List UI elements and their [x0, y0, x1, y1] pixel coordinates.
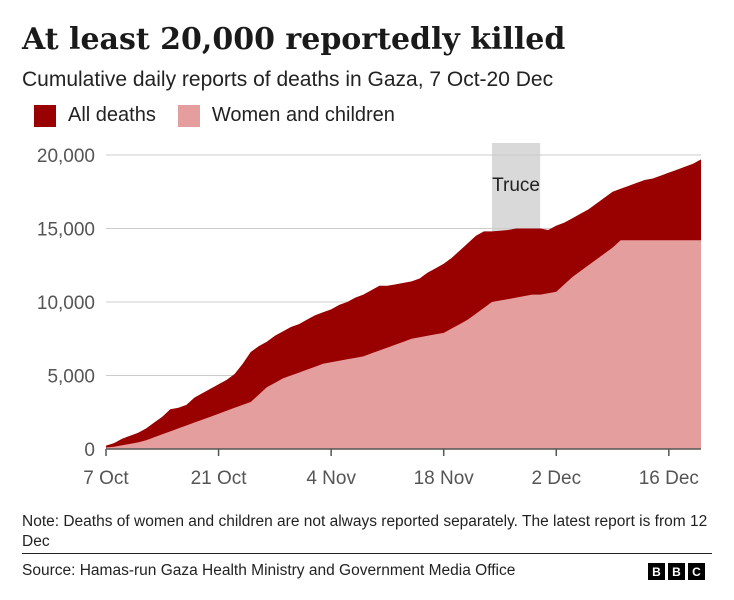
- y-tick-label: 10,000: [37, 293, 95, 314]
- footer-divider: [22, 553, 712, 554]
- legend-swatch-all-deaths: [34, 104, 56, 127]
- y-tick-label: 20,000: [37, 146, 95, 167]
- chart-subtitle: Cumulative daily reports of deaths in Ga…: [22, 68, 554, 91]
- x-tick-label: 2 Dec: [531, 468, 581, 489]
- bbc-logo-block: B: [668, 563, 685, 580]
- x-tick-label: 4 Nov: [306, 468, 356, 489]
- truce-label: Truce: [492, 175, 540, 196]
- x-tick-label: 21 Oct: [191, 468, 248, 489]
- legend: All deaths Women and children: [34, 104, 417, 127]
- x-tick-label: 18 Nov: [414, 468, 475, 489]
- legend-label-women-children: Women and children: [211, 104, 395, 126]
- area-women-children: [106, 240, 701, 449]
- chart-title: At least 20,000 reportedly killed: [22, 22, 566, 57]
- y-tick-label: 5,000: [47, 367, 95, 388]
- y-tick-label: 0: [84, 440, 95, 461]
- source-text: Source: Hamas-run Gaza Health Ministry a…: [22, 562, 516, 579]
- bbc-logo-block: B: [648, 563, 665, 580]
- legend-item-all-deaths: All deaths: [34, 104, 156, 127]
- legend-label-all-deaths: All deaths: [68, 104, 156, 126]
- legend-swatch-women-children: [177, 104, 200, 127]
- bbc-logo: B B C: [648, 563, 705, 580]
- x-tick-label: 7 Oct: [83, 468, 129, 489]
- legend-item-women-children: Women and children: [177, 104, 395, 127]
- bbc-logo-block: C: [688, 563, 705, 580]
- chart-note: Note: Deaths of women and children are n…: [22, 513, 708, 550]
- x-tick-label: 16 Dec: [639, 468, 699, 489]
- y-tick-label: 15,000: [37, 220, 95, 241]
